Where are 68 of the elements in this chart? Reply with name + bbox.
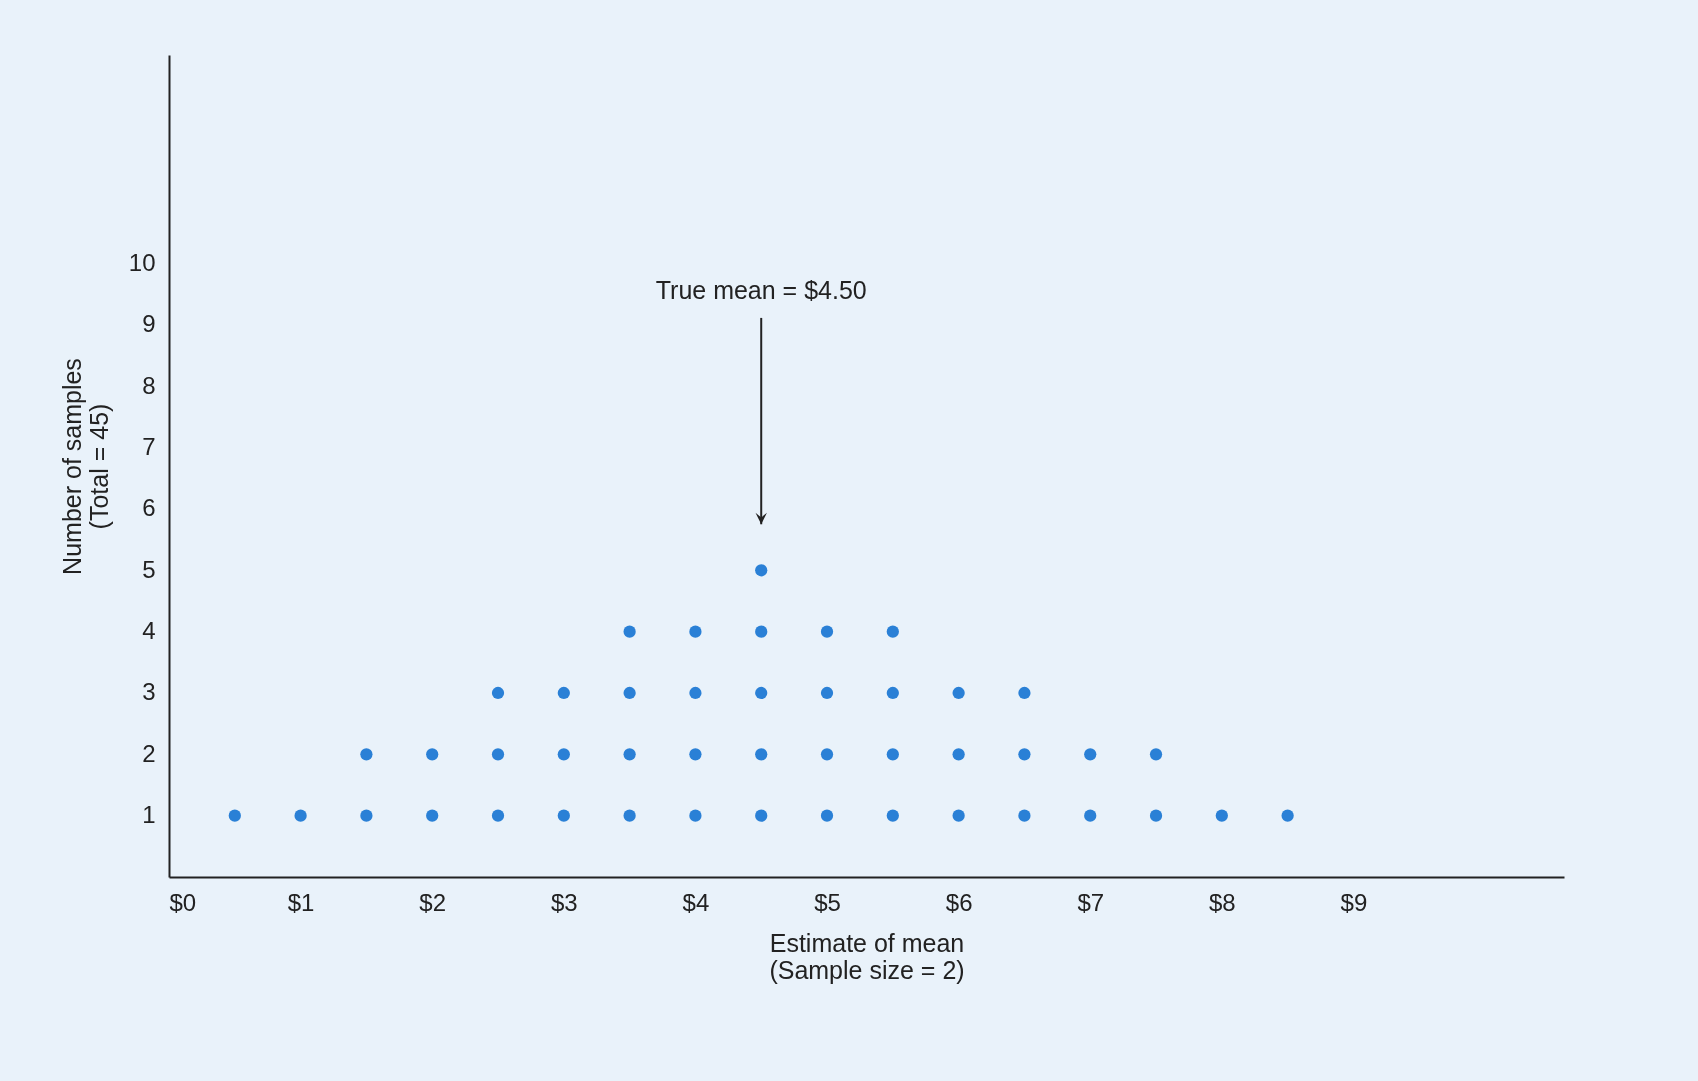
y-tick-label: 5: [142, 555, 156, 583]
point: [426, 748, 439, 761]
point: [1018, 748, 1031, 761]
point: [623, 625, 636, 638]
y-tick-label: 4: [142, 617, 156, 645]
point: [689, 625, 702, 638]
x-tick-label: $3: [550, 888, 578, 916]
point: [228, 809, 241, 822]
point: [623, 686, 636, 700]
point: [360, 748, 373, 761]
point: [886, 748, 899, 761]
point: [820, 809, 834, 822]
point: [1084, 748, 1097, 761]
y-tick-label: 6: [142, 494, 156, 522]
point: [1149, 748, 1163, 761]
point: [1149, 809, 1163, 822]
point: [755, 625, 768, 638]
y-tick-label: 3: [142, 678, 156, 706]
point: [557, 686, 570, 700]
point: [360, 809, 373, 822]
point: [820, 625, 834, 638]
point: [689, 809, 702, 822]
point: [294, 809, 307, 822]
y-tick-label: 2: [142, 739, 156, 767]
x-tick-label: $1: [287, 888, 315, 916]
point: [1084, 809, 1097, 822]
point: [755, 748, 768, 761]
x-tick-label: $6: [945, 888, 973, 916]
point: [689, 686, 702, 700]
point: [491, 748, 505, 761]
point: [623, 809, 636, 822]
point: [491, 686, 505, 700]
point: [820, 686, 834, 700]
x-tick-label: $7: [1077, 888, 1105, 916]
point: [952, 686, 965, 700]
point: [820, 748, 834, 761]
point: [886, 686, 899, 700]
x-axis-title: Estimate of mean (Sample size = 2): [769, 928, 965, 984]
point: [623, 748, 636, 761]
point: [755, 686, 768, 700]
x-tick-label: $9: [1340, 888, 1368, 916]
x-tick-label: $5: [814, 888, 841, 916]
ref-line-label: True mean = $4.50: [655, 276, 867, 305]
point: [755, 809, 768, 822]
y-tick-label: 9: [142, 310, 156, 338]
point: [1215, 809, 1228, 822]
point: [755, 564, 768, 577]
point: [491, 809, 505, 822]
y-tick-label: 7: [142, 433, 156, 461]
y-tick-label: 8: [142, 371, 156, 399]
point: [886, 809, 899, 822]
point: [1018, 686, 1031, 700]
y-tick-label: 10: [128, 249, 156, 277]
x-tick-label: $8: [1208, 888, 1236, 916]
point: [952, 748, 965, 761]
x-tick-label: $4: [682, 888, 710, 916]
point: [557, 748, 570, 761]
point: [886, 625, 899, 638]
point: [1018, 809, 1031, 822]
point: [426, 809, 439, 822]
point: [557, 809, 570, 822]
x-tick-label: $2: [419, 888, 447, 916]
y-tick-label: 1: [142, 801, 156, 829]
point: [1281, 809, 1294, 822]
y-axis-title: Number of samples (Total = 45): [57, 358, 113, 575]
point: [952, 809, 965, 822]
point: [689, 748, 702, 761]
x-tick-label: $0: [169, 888, 197, 916]
